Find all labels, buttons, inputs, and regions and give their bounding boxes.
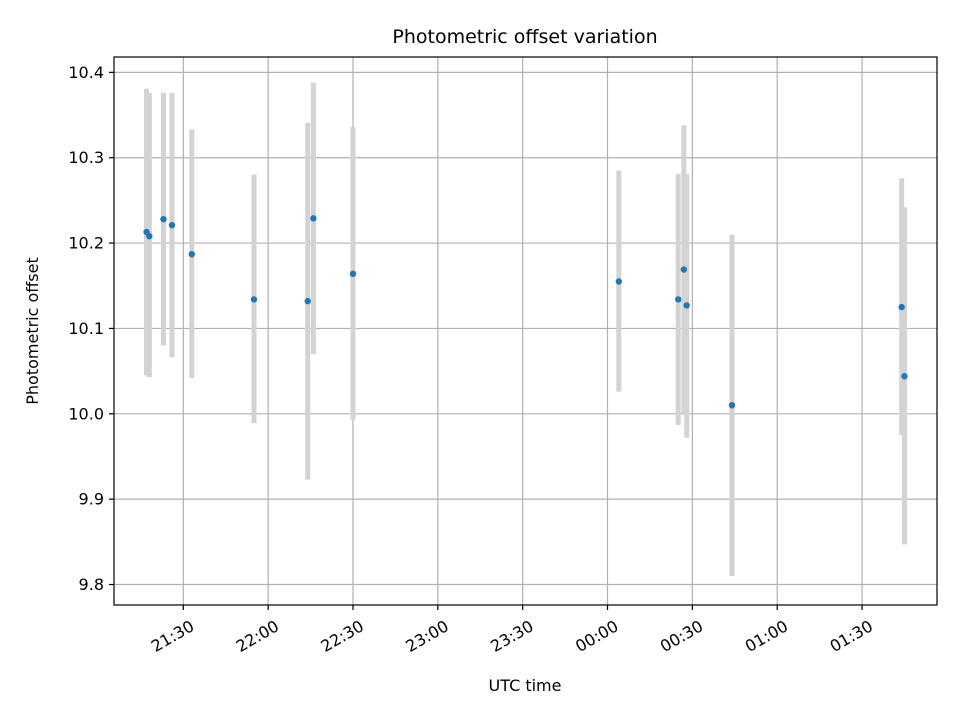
data-point	[675, 296, 682, 303]
y-tick-label: 9.8	[79, 575, 104, 594]
y-axis-label: Photometric offset	[23, 257, 42, 405]
data-point	[310, 215, 317, 222]
chart-title: Photometric offset variation	[392, 26, 657, 48]
y-tick-label: 9.9	[79, 490, 104, 509]
data-point	[168, 221, 176, 229]
data-point	[146, 233, 153, 240]
data-point	[304, 297, 311, 305]
plot-area	[114, 57, 937, 605]
y-axis-ticks: 9.8 9.9 10.0 10.1 10.2 10.3 10.4	[68, 63, 114, 594]
y-tick-label: 10.1	[68, 319, 104, 338]
y-tick-label: 10.3	[68, 148, 104, 167]
y-tick-label: 10.0	[68, 404, 104, 423]
data-point	[898, 303, 905, 311]
data-point	[615, 278, 623, 285]
data-point	[901, 373, 908, 380]
data-point	[349, 270, 357, 278]
data-point	[680, 266, 688, 273]
x-axis-label: UTC time	[489, 676, 562, 695]
data-point	[250, 296, 258, 303]
plot-frame	[113, 56, 938, 606]
data-point	[160, 215, 167, 223]
data-points	[143, 215, 908, 409]
data-point	[728, 402, 736, 409]
data-point	[683, 302, 690, 309]
y-tick-label: 10.2	[68, 234, 104, 253]
data-point	[188, 250, 195, 258]
y-tick-label: 10.4	[68, 63, 104, 82]
